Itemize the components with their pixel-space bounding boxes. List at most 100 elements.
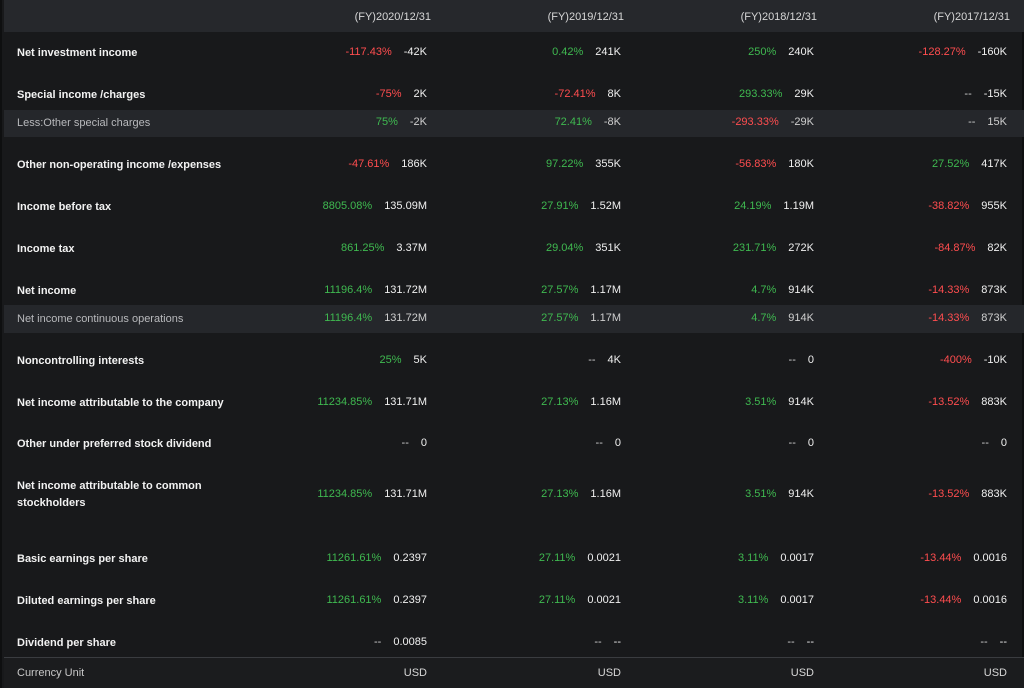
data-cell: 27.57% 1.17M — [541, 312, 621, 324]
change-percent: 8805.08% — [322, 200, 373, 212]
change-percent: 75% — [375, 116, 398, 128]
data-cell: 293.33% 29K — [739, 88, 814, 100]
change-percent: -84.87% — [934, 242, 976, 254]
change-percent: -13.52% — [928, 488, 970, 500]
data-cell: 11261.61% 0.2397 — [326, 594, 427, 606]
cell-value: 1.16M — [590, 396, 621, 408]
row-label: Net income attributable to common stockh… — [17, 480, 202, 509]
row-label: Special income /charges — [17, 89, 146, 101]
change-percent: 250% — [748, 46, 777, 58]
cell-value: 131.71M — [384, 488, 427, 500]
data-cell: 4.7% 914K — [751, 284, 814, 296]
cell-value: 955K — [981, 200, 1007, 212]
change-percent: -13.52% — [928, 396, 970, 408]
table-row: Net investment income -117.43% -42K 0.42% 24… — [4, 32, 1024, 74]
change-percent: -- — [968, 116, 976, 128]
data-cell: -13.44% 0.0016 — [920, 552, 1007, 564]
data-cell: 27.52% 417K — [932, 158, 1007, 170]
cell-value: 2K — [413, 88, 427, 100]
data-cell: 3.51% 914K — [745, 488, 814, 500]
row-label: Income tax — [17, 243, 75, 255]
change-percent: 27.13% — [541, 488, 579, 500]
change-percent: -128.27% — [918, 46, 966, 58]
currency-unit-value: USD — [983, 667, 1007, 679]
cell-value: 29K — [794, 88, 814, 100]
cell-value: -- — [999, 636, 1007, 648]
cell-value: 1.17M — [590, 284, 621, 296]
change-percent: -- — [964, 88, 972, 100]
change-percent: 27.57% — [541, 312, 579, 324]
table-row: Other non-operating income /expenses -47.… — [4, 137, 1024, 193]
cell-value: 0.0085 — [393, 636, 427, 648]
data-cell: -- -- — [594, 636, 621, 648]
change-percent: 27.11% — [538, 552, 576, 564]
cell-value: 0.0016 — [973, 552, 1007, 564]
change-percent: 27.91% — [541, 200, 579, 212]
column-header-2020[interactable]: (FY)2020/12/31 — [354, 11, 431, 23]
column-header-2019[interactable]: (FY)2019/12/31 — [547, 11, 624, 23]
cell-value: 15K — [987, 116, 1007, 128]
cell-value: 0.0017 — [780, 594, 814, 606]
data-cell: 27.11% 0.0021 — [539, 552, 621, 564]
row-label: Net income attributable to the company — [17, 397, 224, 409]
row-label: Net income continuous operations — [17, 313, 184, 325]
currency-unit-row: Currency Unit USD USD USD USD — [4, 657, 1024, 688]
change-percent: -- — [401, 437, 409, 449]
data-cell: -- -15K — [964, 88, 1007, 100]
cell-value: 0.0016 — [973, 594, 1007, 606]
cell-value: 1.52M — [590, 200, 621, 212]
change-percent: 3.51% — [745, 396, 777, 408]
data-cell: 11196.4% 131.72M — [324, 312, 427, 324]
row-label: Diluted earnings per share — [17, 595, 156, 607]
cell-value: -8K — [603, 116, 621, 128]
change-percent: 3.51% — [745, 488, 777, 500]
data-cell: -72.41% 8K — [555, 88, 621, 100]
row-label: Income before tax — [17, 201, 112, 213]
change-percent: -72.41% — [554, 88, 596, 100]
data-cell: -14.33% 873K — [928, 312, 1007, 324]
cell-value: 1.17M — [590, 312, 621, 324]
data-cell: -14.33% 873K — [928, 284, 1007, 296]
change-percent: 4.7% — [751, 312, 777, 324]
data-cell: -117.43% -42K — [345, 46, 427, 58]
data-cell: 11234.85% 131.71M — [317, 396, 427, 408]
cell-value: 0 — [420, 437, 427, 449]
change-percent: 11234.85% — [317, 396, 373, 408]
change-percent: -- — [981, 437, 989, 449]
table-row: Basic earnings per share 11261.61% 0.2397 2… — [4, 529, 1024, 585]
change-percent: -- — [595, 437, 603, 449]
change-percent: 231.71% — [732, 242, 777, 254]
data-cell: 27.13% 1.16M — [541, 488, 621, 500]
change-percent: 3.11% — [737, 594, 769, 606]
currency-unit-value: USD — [597, 667, 621, 679]
change-percent: 27.13% — [541, 396, 579, 408]
data-cell: 3.51% 914K — [745, 396, 814, 408]
change-percent: -293.33% — [731, 116, 779, 128]
cell-value: 82K — [987, 242, 1007, 254]
change-percent: 11261.61% — [326, 594, 382, 606]
data-cell: -- 0 — [982, 437, 1007, 449]
cell-value: 914K — [788, 284, 814, 296]
data-cell: -47.61% 186K — [348, 158, 427, 170]
table-header: (FY)2020/12/31 (FY)2019/12/31 (FY)2018/1… — [4, 0, 1024, 32]
column-header-2018[interactable]: (FY)2018/12/31 — [740, 11, 817, 23]
data-cell: 97.22% 355K — [546, 158, 621, 170]
cell-value: 0.0021 — [587, 552, 621, 564]
data-cell: -293.33% -29K — [732, 116, 814, 128]
data-cell: 75% -2K — [376, 116, 427, 128]
data-cell: 4.7% 914K — [751, 312, 814, 324]
table-row: Net income attributable to the company 11… — [4, 389, 1024, 417]
cell-value: -- — [613, 636, 621, 648]
change-percent: 4.7% — [751, 284, 777, 296]
cell-value: -42K — [403, 46, 427, 58]
table-row: Dividend per share -- 0.0085 -- -- -- -- -- -- — [4, 613, 1024, 657]
change-percent: -47.61% — [348, 158, 390, 170]
currency-unit-value: USD — [403, 667, 427, 679]
cell-value: 0.2397 — [393, 594, 427, 606]
table-row: Net income attributable to common stockh… — [4, 473, 1024, 529]
change-percent: -13.44% — [920, 552, 962, 564]
row-label: Net investment income — [17, 47, 138, 59]
data-cell: -38.82% 955K — [928, 200, 1007, 212]
column-header-2017[interactable]: (FY)2017/12/31 — [933, 11, 1010, 23]
cell-value: 351K — [595, 242, 621, 254]
